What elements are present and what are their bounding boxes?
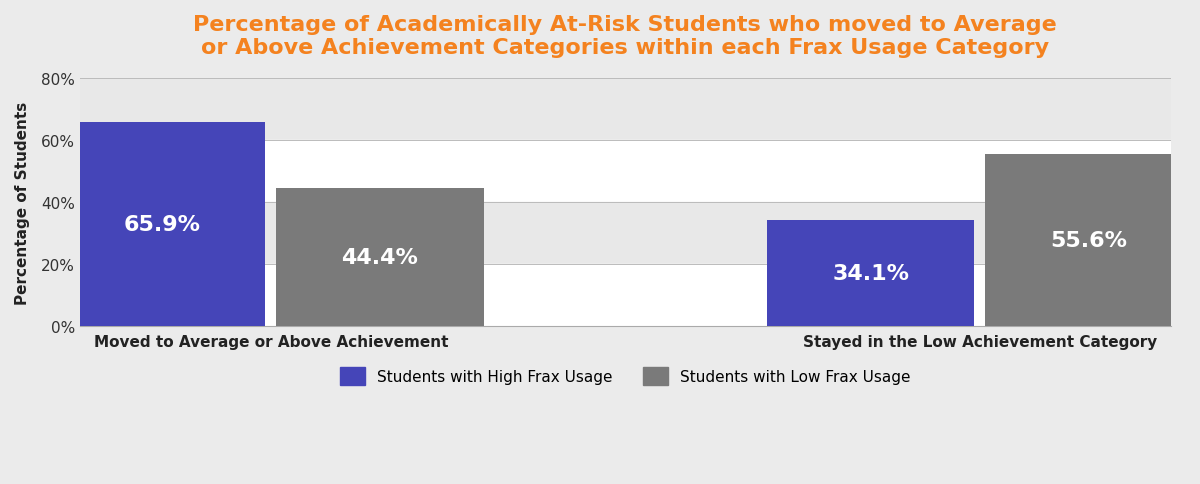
Bar: [985, 154, 1193, 326]
Bar: [276, 189, 484, 326]
Title: Percentage of Academically At-Risk Students who moved to Average
or Above Achiev: Percentage of Academically At-Risk Stude…: [193, 15, 1057, 58]
Bar: [767, 221, 974, 326]
Bar: [80, 203, 1171, 264]
Text: 65.9%: 65.9%: [124, 214, 200, 234]
Bar: [80, 141, 1171, 203]
Text: 55.6%: 55.6%: [1050, 230, 1127, 250]
Bar: [80, 264, 1171, 326]
Text: 44.4%: 44.4%: [342, 248, 419, 268]
Legend: Students with High Frax Usage, Students with Low Frax Usage: Students with High Frax Usage, Students …: [332, 360, 918, 393]
Y-axis label: Percentage of Students: Percentage of Students: [14, 101, 30, 304]
Bar: [80, 79, 1171, 141]
Bar: [58, 122, 265, 326]
Text: 34.1%: 34.1%: [832, 263, 910, 284]
